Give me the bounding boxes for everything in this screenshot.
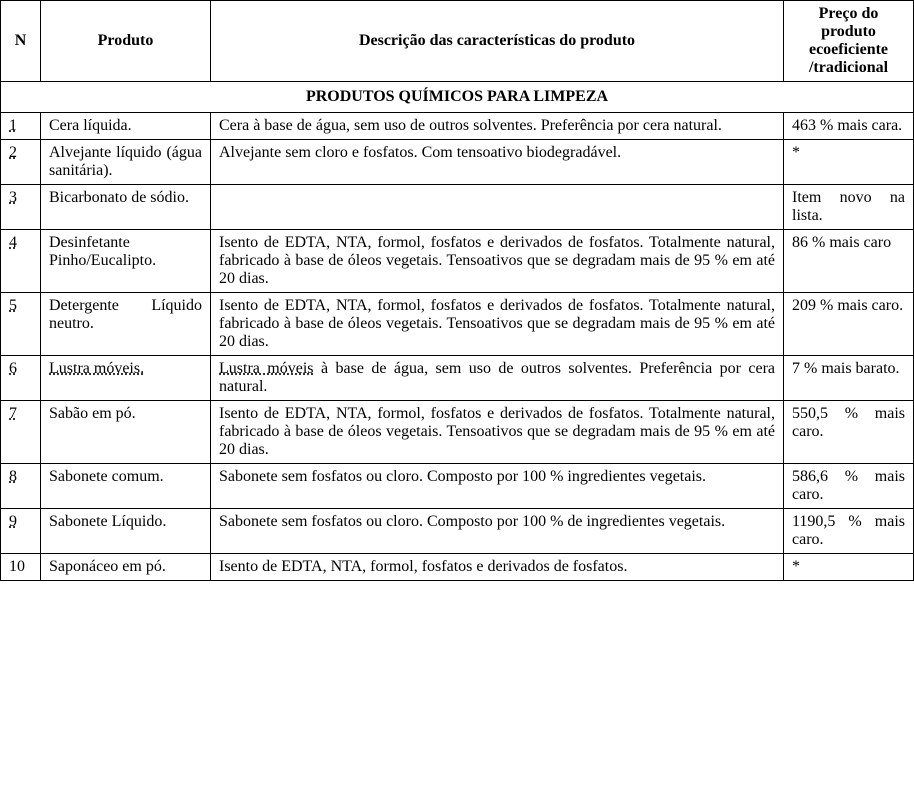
cell-preco: 7 % mais barato. <box>784 356 914 401</box>
table-row: 2 Alvejante líquido (água sanitária). Al… <box>1 140 914 185</box>
cell-n: 2 <box>1 140 41 185</box>
cell-descricao <box>211 185 784 230</box>
table-row: 10 Saponáceo em pó. Isento de EDTA, NTA,… <box>1 554 914 581</box>
cell-n: 9 <box>1 509 41 554</box>
header-n: N <box>1 1 41 82</box>
cell-n: 5 <box>1 293 41 356</box>
cell-produto: Cera líquida. <box>41 113 211 140</box>
cell-descricao: Cera à base de água, sem uso de outros s… <box>211 113 784 140</box>
section-row: PRODUTOS QUÍMICOS PARA LIMPEZA <box>1 82 914 113</box>
cell-descricao: Sabonete sem fosfatos ou cloro. Composto… <box>211 464 784 509</box>
header-produto: Produto <box>41 1 211 82</box>
cell-preco: 463 % mais cara. <box>784 113 914 140</box>
cell-n: 3 <box>1 185 41 230</box>
table-row: 4 Desinfetante Pinho/Eucalipto. Isento d… <box>1 230 914 293</box>
header-descricao: Descrição das características do produto <box>211 1 784 82</box>
cell-descricao: Lustra móveis à base de água, sem uso de… <box>211 356 784 401</box>
products-table: N Produto Descrição das características … <box>0 0 914 581</box>
cell-preco: 209 % mais caro. <box>784 293 914 356</box>
table-row: 1 Cera líquida. Cera à base de água, sem… <box>1 113 914 140</box>
cell-n: 10 <box>1 554 41 581</box>
table-header: N Produto Descrição das características … <box>1 1 914 82</box>
cell-n: 8 <box>1 464 41 509</box>
cell-n: 4 <box>1 230 41 293</box>
cell-descricao: Isento de EDTA, NTA, formol, fosfatos e … <box>211 230 784 293</box>
cell-n: 6 <box>1 356 41 401</box>
table-row: 8 Sabonete comum. Sabonete sem fosfatos … <box>1 464 914 509</box>
cell-produto: Alvejante líquido (água sanitária). <box>41 140 211 185</box>
cell-produto: Desinfetante Pinho/Eucalipto. <box>41 230 211 293</box>
cell-n: 7 <box>1 401 41 464</box>
descricao-prefix: Lustra móveis <box>219 360 314 377</box>
cell-preco: 550,5 % mais caro. <box>784 401 914 464</box>
cell-preco: * <box>784 554 914 581</box>
cell-descricao: Alvejante sem cloro e fosfatos. Com tens… <box>211 140 784 185</box>
cell-descricao: Isento de EDTA, NTA, formol, fosfatos e … <box>211 293 784 356</box>
cell-produto: Sabão em pó. <box>41 401 211 464</box>
cell-descricao: Isento de EDTA, NTA, formol, fosfatos e … <box>211 401 784 464</box>
header-preco: Preço do produto ecoeficiente /tradicion… <box>784 1 914 82</box>
table-row: 6 Lustra móveis. Lustra móveis à base de… <box>1 356 914 401</box>
table-row: 9 Sabonete Líquido. Sabonete sem fosfato… <box>1 509 914 554</box>
cell-produto: Sabonete Líquido. <box>41 509 211 554</box>
cell-produto: Bicarbonato de sódio. <box>41 185 211 230</box>
table-row: 7 Sabão em pó. Isento de EDTA, NTA, form… <box>1 401 914 464</box>
table-row: 5 Detergente Líquido neutro. Isento de E… <box>1 293 914 356</box>
cell-preco: 586,6 % mais caro. <box>784 464 914 509</box>
cell-preco: * <box>784 140 914 185</box>
cell-produto: Saponáceo em pó. <box>41 554 211 581</box>
cell-preco: Item novo na lista. <box>784 185 914 230</box>
table-row: 3 Bicarbonato de sódio. Item novo na lis… <box>1 185 914 230</box>
table-body: PRODUTOS QUÍMICOS PARA LIMPEZA 1 Cera lí… <box>1 82 914 581</box>
cell-descricao: Sabonete sem fosfatos ou cloro. Composto… <box>211 509 784 554</box>
header-row: N Produto Descrição das características … <box>1 1 914 82</box>
section-title: PRODUTOS QUÍMICOS PARA LIMPEZA <box>1 82 914 113</box>
cell-descricao: Isento de EDTA, NTA, formol, fosfatos e … <box>211 554 784 581</box>
cell-produto: Lustra móveis. <box>41 356 211 401</box>
cell-n: 1 <box>1 113 41 140</box>
cell-produto: Sabonete comum. <box>41 464 211 509</box>
cell-preco: 86 % mais caro <box>784 230 914 293</box>
cell-produto: Detergente Líquido neutro. <box>41 293 211 356</box>
cell-preco: 1190,5 % mais caro. <box>784 509 914 554</box>
